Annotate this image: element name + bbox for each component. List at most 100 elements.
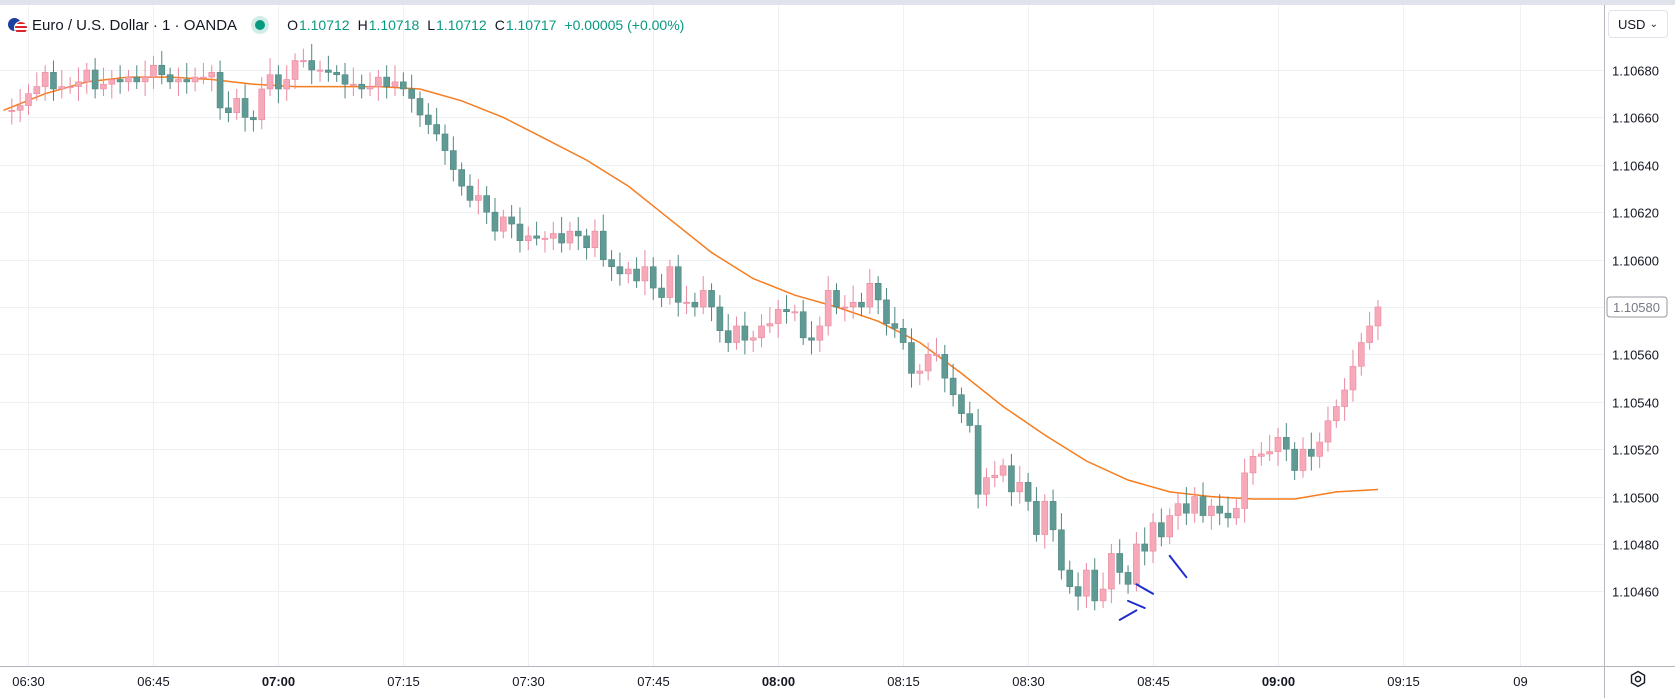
- candle: [1141, 527, 1149, 566]
- candle: [191, 67, 199, 92]
- candle-body: [1149, 522, 1157, 552]
- candle-body: [1158, 522, 1165, 538]
- candle-body: [949, 377, 957, 395]
- candle-body: [91, 69, 99, 90]
- candle-body: [1349, 365, 1357, 391]
- candle: [533, 221, 540, 246]
- candle-body: [924, 354, 932, 372]
- candle-body: [624, 268, 632, 275]
- candle-body: [1266, 451, 1273, 455]
- time-tick-label: 08:45: [1137, 674, 1170, 689]
- candle: [391, 65, 399, 97]
- candle: [741, 311, 749, 355]
- candle: [1074, 572, 1082, 611]
- market-status-icon[interactable]: [255, 20, 266, 30]
- candle: [200, 62, 207, 85]
- candle-body: [958, 394, 965, 414]
- settings-gear-icon[interactable]: [1629, 670, 1647, 688]
- candle-body: [666, 266, 674, 298]
- close-value: 1.10717: [505, 17, 557, 33]
- candle: [116, 65, 124, 94]
- candle-body: [433, 124, 440, 135]
- candle-body: [275, 74, 282, 90]
- candle-body: [241, 98, 249, 118]
- candle: [1249, 449, 1257, 485]
- candle-body: [674, 266, 682, 303]
- time-tick-label: 07:45: [637, 674, 670, 689]
- candle-body: [549, 233, 557, 239]
- top-border: [0, 0, 1675, 5]
- candle: [1033, 487, 1040, 542]
- candle-body: [591, 230, 599, 249]
- candle: [991, 461, 999, 488]
- candle-body: [1049, 501, 1057, 531]
- candle-body: [1191, 496, 1198, 514]
- candle-body: [799, 311, 807, 339]
- candle: [841, 295, 849, 322]
- candle-body: [133, 76, 141, 83]
- candle: [916, 363, 924, 386]
- candle: [1357, 333, 1365, 376]
- candle: [1008, 453, 1015, 507]
- candle-body: [1283, 437, 1290, 450]
- candle-body: [608, 259, 615, 268]
- candle-body: [758, 325, 765, 339]
- candle-body: [541, 237, 549, 240]
- candle: [141, 60, 149, 97]
- candle-body: [1124, 572, 1132, 585]
- candle: [949, 363, 957, 407]
- candle-body: [583, 235, 590, 249]
- candle-body: [533, 235, 540, 239]
- candle: [724, 314, 732, 353]
- candle: [974, 408, 982, 509]
- price-tick-label: 1.10620: [1612, 206, 1659, 221]
- candle: [1041, 494, 1049, 549]
- candle: [599, 214, 607, 267]
- candle-body: [833, 290, 840, 308]
- candle-body: [841, 306, 849, 309]
- candle: [1149, 513, 1157, 563]
- candle: [216, 60, 224, 120]
- candle-body: [1066, 569, 1074, 587]
- candle-body: [791, 311, 799, 314]
- candle-body: [1183, 503, 1190, 514]
- high-value: 1.10718: [368, 17, 420, 33]
- candle-body: [599, 230, 607, 260]
- candle: [266, 58, 274, 97]
- open-value: 1.10712: [298, 17, 350, 33]
- candle: [549, 221, 557, 251]
- candle-body: [250, 117, 257, 121]
- candle: [250, 110, 257, 132]
- candle-body: [1208, 505, 1215, 516]
- candle: [1266, 434, 1273, 462]
- candle-body: [50, 72, 57, 90]
- candle-body: [400, 81, 407, 90]
- price-tick-label: 1.10600: [1612, 254, 1659, 269]
- candle: [924, 342, 932, 381]
- candle: [425, 103, 432, 134]
- candle-body: [883, 299, 890, 324]
- candle: [774, 299, 782, 338]
- candle: [816, 316, 824, 353]
- candle-body: [1024, 482, 1032, 502]
- candle: [508, 205, 515, 239]
- candle: [16, 88, 24, 123]
- candle: [75, 67, 82, 101]
- candle-body: [1141, 543, 1149, 552]
- candle-body: [391, 81, 399, 87]
- candle: [1241, 458, 1248, 523]
- symbol-title[interactable]: Euro / U.S. Dollar · 1 · OANDA: [32, 16, 238, 34]
- candle-body: [1241, 472, 1248, 509]
- candle-body: [991, 474, 999, 478]
- currency-button[interactable]: USD ⌄: [1608, 10, 1668, 38]
- candle-body: [1274, 437, 1282, 452]
- candle: [699, 276, 707, 315]
- symbol-legend[interactable]: Euro / U.S. Dollar · 1 · OANDA O1.10712 …: [8, 14, 684, 36]
- last-price-label: 1.10580: [1613, 300, 1660, 315]
- candle-body: [291, 60, 299, 80]
- candle: [1299, 437, 1307, 478]
- candle-body: [658, 287, 665, 298]
- drawn-trend-segment: [1168, 554, 1188, 579]
- candle-body: [1291, 448, 1298, 471]
